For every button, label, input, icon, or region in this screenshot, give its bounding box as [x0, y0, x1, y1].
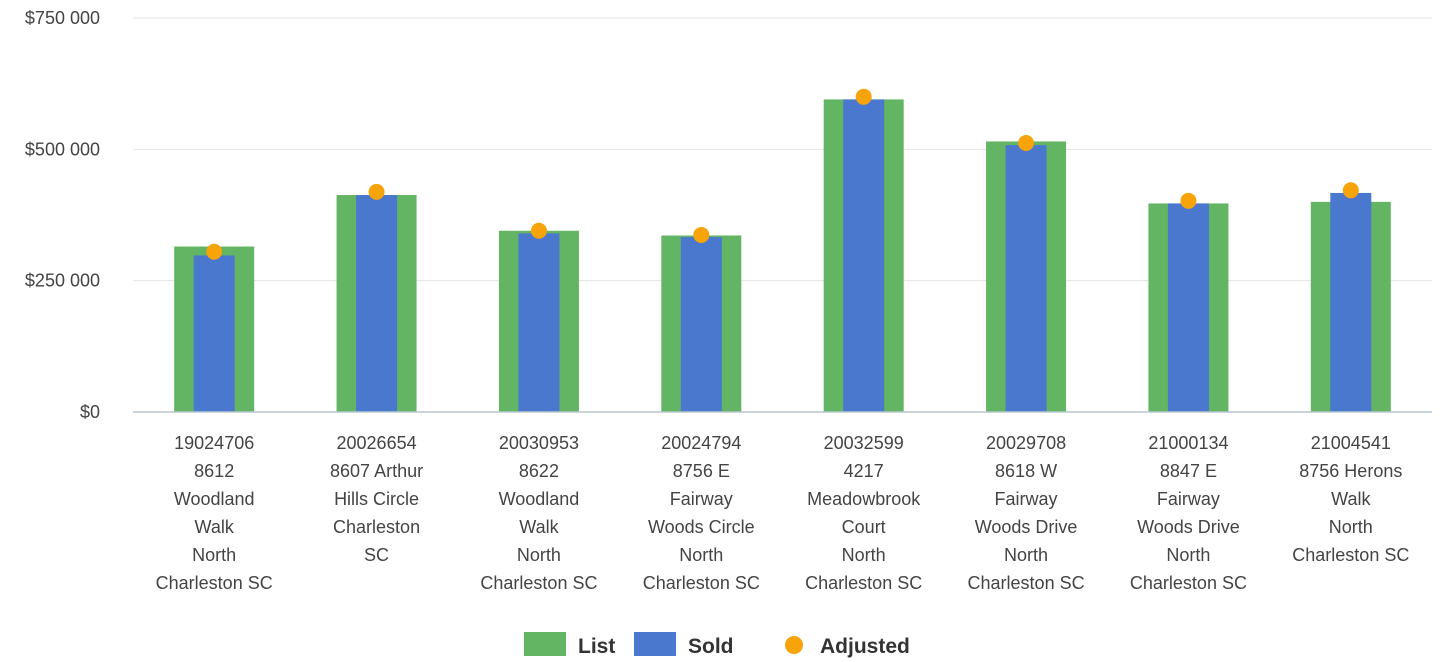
- x-category-label: 20032599 4217 Meadowbrook Court North Charles…: [805, 433, 922, 593]
- point-adjusted: [1180, 192, 1197, 209]
- x-category-label-line: Woodland: [499, 489, 580, 509]
- x-category-label-line: 8607 Arthur: [330, 461, 423, 481]
- x-category-label-line: 20024794: [661, 433, 741, 453]
- x-category-label-line: North: [1166, 545, 1210, 565]
- x-category-label-line: Hills Circle: [334, 489, 419, 509]
- x-category-label: 20024794 8756 E Fairway Woods Circle North Ch…: [643, 433, 760, 593]
- x-category-label-line: 19024706: [174, 433, 254, 453]
- x-category-label-line: Woods Drive: [975, 517, 1078, 537]
- x-category-label: 20026654 8607 Arthur Hills Circle Charlesto…: [330, 433, 423, 565]
- x-category-label-line: 20030953: [499, 433, 579, 453]
- point-adjusted: [530, 222, 547, 239]
- x-category-label-line: 20026654: [337, 433, 417, 453]
- bar-sold: [193, 255, 235, 412]
- x-category-label-line: Woods Circle: [648, 517, 755, 537]
- legend-marker-adjusted: [785, 636, 803, 654]
- x-category-label-line: Charleston SC: [480, 573, 597, 593]
- legend-swatch-list: [524, 632, 566, 656]
- point-adjusted: [855, 88, 872, 105]
- x-category-label-line: 20029708: [986, 433, 1066, 453]
- x-category-label-line: Fairway: [670, 489, 733, 509]
- point-adjusted: [1018, 135, 1035, 152]
- legend-label-list: List: [578, 635, 615, 658]
- x-category-label-line: 4217: [844, 461, 884, 481]
- bar-sold: [1330, 192, 1372, 412]
- bar-sold: [518, 233, 560, 412]
- y-tick-label: $500 000: [25, 139, 100, 159]
- x-category-label-line: Charleston SC: [1292, 545, 1409, 565]
- x-category-label-line: 21000134: [1148, 433, 1228, 453]
- gridlines: [133, 17, 1432, 282]
- x-category-label-line: 8756 Herons: [1299, 461, 1402, 481]
- y-tick-label: $0: [80, 402, 100, 422]
- x-category-label-line: Fairway: [995, 489, 1058, 509]
- x-category-label-line: 8756 E: [673, 461, 730, 481]
- point-adjusted: [1342, 182, 1359, 199]
- bar-sold: [1167, 203, 1209, 412]
- x-category-label-line: Meadowbrook: [807, 489, 921, 509]
- x-category-label: 20029708 8618 W Fairway Woods Drive North Cha…: [968, 433, 1085, 593]
- bar-sold: [1005, 145, 1047, 412]
- x-category-label-line: 8612: [194, 461, 234, 481]
- point-adjusted: [368, 183, 385, 200]
- x-category-label-line: Woods Drive: [1137, 517, 1240, 537]
- point-adjusted: [206, 243, 223, 260]
- x-category-label: 20030953 8622 Woodland Walk North Charleston …: [480, 433, 597, 593]
- x-category-label-line: North: [679, 545, 723, 565]
- x-category-label-line: Charleston SC: [805, 573, 922, 593]
- x-category-label: 21000134 8847 E Fairway Woods Drive North Cha…: [1130, 433, 1247, 593]
- y-tick-label: $250 000: [25, 271, 100, 291]
- x-category-label: 21004541 8756 Herons Walk North Charleston S…: [1292, 433, 1409, 565]
- x-category-label-line: Fairway: [1157, 489, 1220, 509]
- x-category-label-line: 21004541: [1311, 433, 1391, 453]
- legend-label-sold: Sold: [688, 635, 734, 658]
- x-category-label-line: Charleston SC: [643, 573, 760, 593]
- bars: [174, 88, 1391, 412]
- legend-swatch-sold: [634, 632, 676, 656]
- point-adjusted: [693, 226, 710, 243]
- x-category-label-line: Charleston SC: [156, 573, 273, 593]
- legend-label-adjusted: Adjusted: [820, 635, 910, 658]
- legend: List Sold Adjusted: [524, 632, 910, 658]
- x-category-label-line: North: [842, 545, 886, 565]
- x-category-label-line: Charleston SC: [968, 573, 1085, 593]
- x-category-label-line: 20032599: [824, 433, 904, 453]
- x-category-label-line: Woodland: [174, 489, 255, 509]
- x-category-label-line: 8622: [519, 461, 559, 481]
- x-category-label-line: North: [192, 545, 236, 565]
- bar-sold: [356, 195, 398, 412]
- x-category-label-line: Walk: [195, 517, 235, 537]
- x-axis-category-labels: 19024706 8612 Woodland Walk North Charleston …: [156, 433, 1410, 593]
- x-category-label-line: North: [1004, 545, 1048, 565]
- x-category-label-line: North: [517, 545, 561, 565]
- y-tick-label: $750 000: [25, 8, 100, 28]
- bar-sold: [843, 99, 885, 412]
- x-category-label-line: SC: [364, 545, 389, 565]
- x-category-label-line: 8847 E: [1160, 461, 1217, 481]
- x-category-label-line: Walk: [1331, 489, 1371, 509]
- x-category-label-line: Court: [842, 517, 886, 537]
- x-category-label: 19024706 8612 Woodland Walk North Charleston …: [156, 433, 273, 593]
- x-category-label-line: 8618 W: [995, 461, 1057, 481]
- y-axis-tick-labels: $0 $250 000 $500 000 $750 000: [25, 8, 100, 422]
- x-category-label-line: Walk: [519, 517, 559, 537]
- x-category-label-line: Charleston SC: [1130, 573, 1247, 593]
- x-category-label-line: North: [1329, 517, 1373, 537]
- bar-sold: [680, 237, 722, 412]
- x-category-label-line: Charleston: [333, 517, 420, 537]
